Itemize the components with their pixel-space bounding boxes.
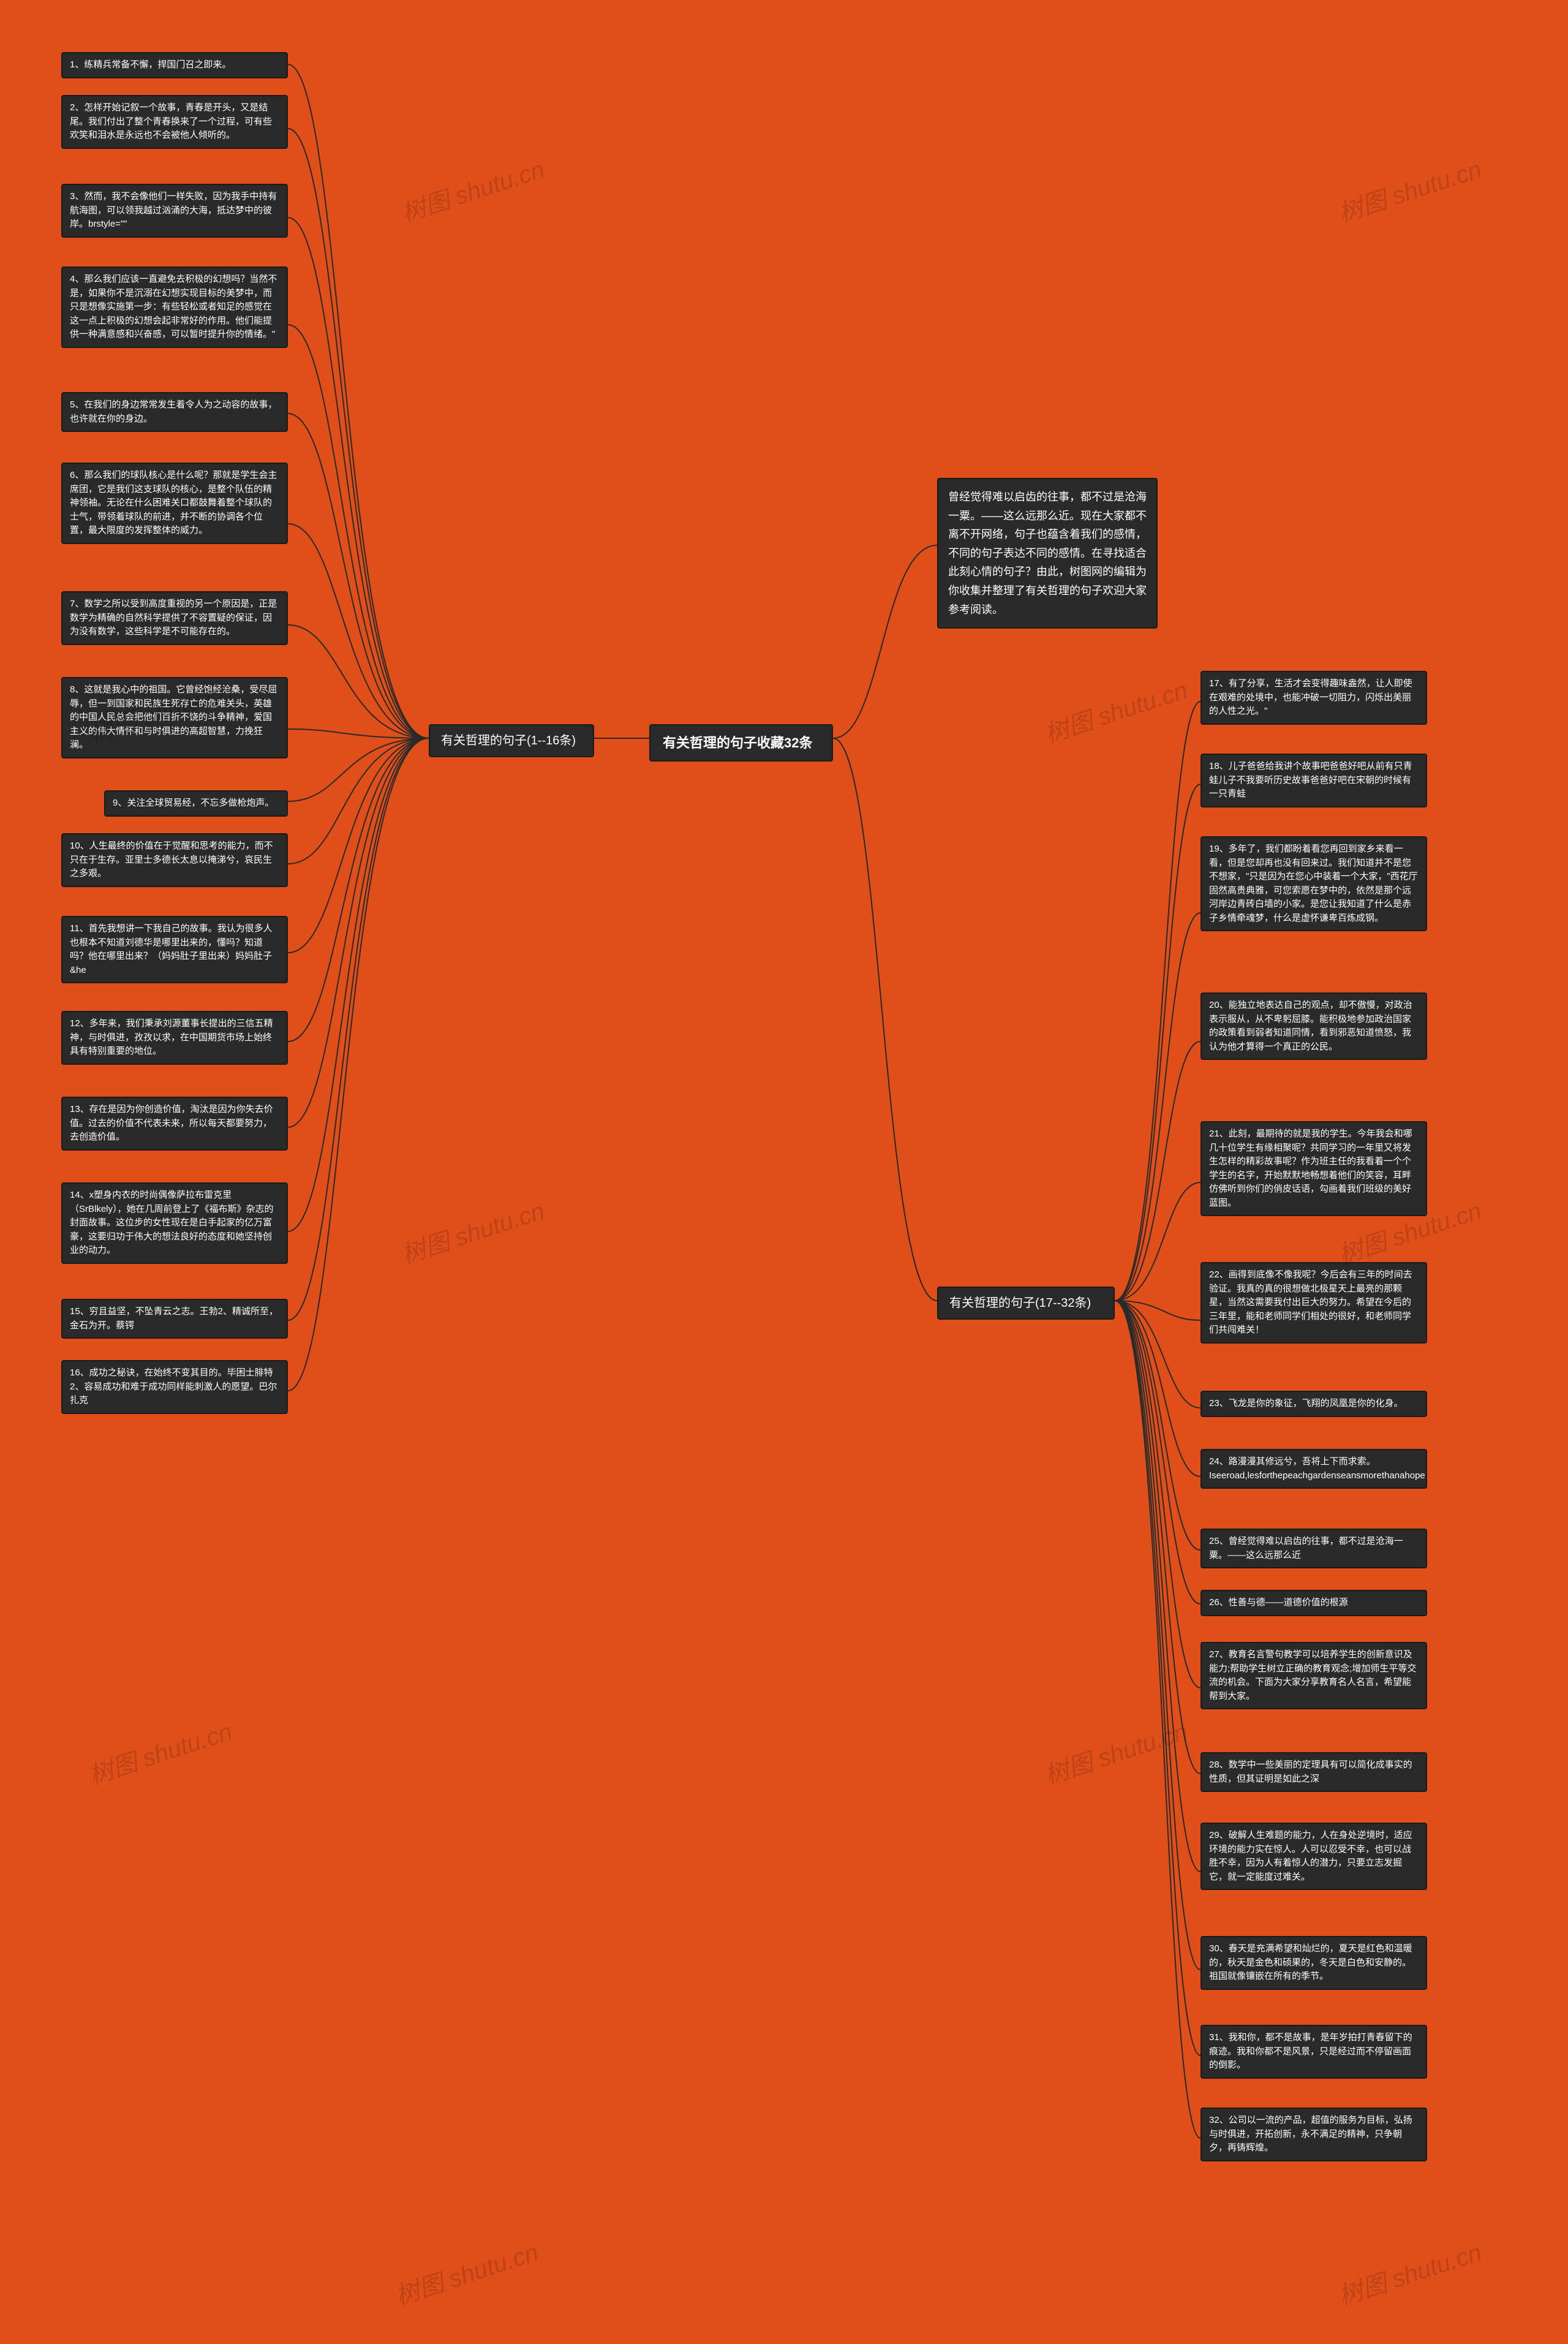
leaf-28[interactable]: 28、数学中一些美丽的定理具有可以简化成事实的性质，但其证明是如此之深 <box>1200 1752 1427 1792</box>
leaf-2[interactable]: 2、怎样开始记叙一个故事，青春是开头，又是结尾。我们付出了整个青春换来了一个过程… <box>61 95 288 149</box>
leaf-26[interactable]: 26、性善与德——道德价值的根源 <box>1200 1590 1427 1616</box>
center-node[interactable]: 有关哲理的句子收藏32条 <box>649 724 833 762</box>
leaf-6[interactable]: 6、那么我们的球队核心是什么呢？那就是学生会主席团，它是我们这支球队的核心，是整… <box>61 463 288 544</box>
leaf-29[interactable]: 29、破解人生难题的能力，人在身处逆境时，适应环境的能力实在惊人。人可以忍受不幸… <box>1200 1823 1427 1890</box>
leaf-32[interactable]: 32、公司以一流的产品，超值的服务为目标，弘扬与时俱进，开拓创新，永不满足的精神… <box>1200 2108 1427 2161</box>
leaf-7[interactable]: 7、数学之所以受到高度重视的另一个原因是，正是数学为精确的自然科学提供了不容置疑… <box>61 591 288 645</box>
leaf-19[interactable]: 19、多年了，我们都盼着看您再回到家乡来看一看，但是您却再也没有回来过。我们知道… <box>1200 836 1427 931</box>
leaf-18[interactable]: 18、儿子爸爸给我讲个故事吧爸爸好吧从前有只青蛙儿子不我要听历史故事爸爸好吧在宋… <box>1200 754 1427 807</box>
left-branch-node[interactable]: 有关哲理的句子(1--16条) <box>429 724 594 757</box>
leaf-30[interactable]: 30、春天是充满希望和灿烂的，夏天是红色和温暖的，秋天是金色和硕果的，冬天是白色… <box>1200 1936 1427 1990</box>
leaf-31[interactable]: 31、我和你，都不是故事，是年岁拍打青春留下的痕迹。我和你都不是风景，只是经过而… <box>1200 2025 1427 2079</box>
leaf-8[interactable]: 8、这就是我心中的祖国。它曾经饱经沧桑，受尽屈辱，但一到国家和民族生死存亡的危难… <box>61 677 288 758</box>
leaf-24[interactable]: 24、路漫漫其修远兮，吾将上下而求索。Iseeroad,lesforthepea… <box>1200 1449 1427 1489</box>
leaf-21[interactable]: 21、此刻，最期待的就是我的学生。今年我会和哪几十位学生有缘相聚呢？共同学习的一… <box>1200 1121 1427 1216</box>
leaf-22[interactable]: 22、画得到底像不像我呢？今后会有三年的时间去验证。我真的真的很想做北极星天上最… <box>1200 1262 1427 1344</box>
leaf-20[interactable]: 20、能独立地表达自己的观点，却不傲慢，对政治表示服从，从不卑躬屈膝。能积极地参… <box>1200 992 1427 1060</box>
leaf-13[interactable]: 13、存在是因为你创造价值，淘汰是因为你失去价值。过去的价值不代表未来，所以每天… <box>61 1097 288 1151</box>
leaf-1[interactable]: 1、练精兵常备不懈，捍国门召之即来。 <box>61 52 288 78</box>
intro-node[interactable]: 曾经觉得难以启齿的往事，都不过是沧海一粟。——这么远那么近。现在大家都不离不开网… <box>937 478 1158 629</box>
leaf-12[interactable]: 12、多年来，我们秉承刘源董事长提出的三信五精神，与时俱进，孜孜以求，在中国期货… <box>61 1011 288 1065</box>
leaf-16[interactable]: 16、成功之秘诀，在始终不变其目的。毕困士腓特2、容易成功和难于成功同样能刺激人… <box>61 1360 288 1414</box>
right-branch-node[interactable]: 有关哲理的句子(17--32条) <box>937 1287 1115 1320</box>
leaf-3[interactable]: 3、然而，我不会像他们一样失败，因为我手中持有航海图，可以领我越过汹涌的大海，抵… <box>61 184 288 238</box>
leaf-27[interactable]: 27、教育名言警句教学可以培养学生的创新意识及能力;帮助学生树立正确的教育观念;… <box>1200 1642 1427 1709</box>
leaf-9[interactable]: 9、关注全球贸易经，不忘多做枪炮声。 <box>104 790 288 817</box>
leaf-10[interactable]: 10、人生最终的价值在于觉醒和思考的能力，而不只在于生存。亚里士多德长太息以掩涕… <box>61 833 288 887</box>
mindmap-canvas: 有关哲理的句子收藏32条 曾经觉得难以启齿的往事，都不过是沧海一粟。——这么远那… <box>0 0 1568 2344</box>
leaf-4[interactable]: 4、那么我们应该一直避免去积极的幻想吗？当然不是，如果你不是沉溺在幻想实现目标的… <box>61 267 288 348</box>
leaf-11[interactable]: 11、首先我想讲一下我自己的故事。我认为很多人也根本不知道刘德华是哪里出来的，懂… <box>61 916 288 983</box>
leaf-5[interactable]: 5、在我们的身边常常发生着令人为之动容的故事，也许就在你的身边。 <box>61 392 288 432</box>
leaf-14[interactable]: 14、x塑身内衣的时尚偶像萨拉布雷克里（SrBlkely），她在几周前登上了《福… <box>61 1182 288 1264</box>
leaf-17[interactable]: 17、有了分享，生活才会变得趣味盎然，让人即使在艰难的处境中，也能冲破一切阻力，… <box>1200 671 1427 725</box>
leaf-15[interactable]: 15、穷且益坚，不坠青云之志。王勃2、精诚所至，金石为开。蔡锷 <box>61 1299 288 1339</box>
leaf-25[interactable]: 25、曾经觉得难以启齿的往事，都不过是沧海一粟。——这么远那么近 <box>1200 1529 1427 1568</box>
leaf-23[interactable]: 23、飞龙是你的象征，飞翔的凤凰是你的化身。 <box>1200 1391 1427 1417</box>
